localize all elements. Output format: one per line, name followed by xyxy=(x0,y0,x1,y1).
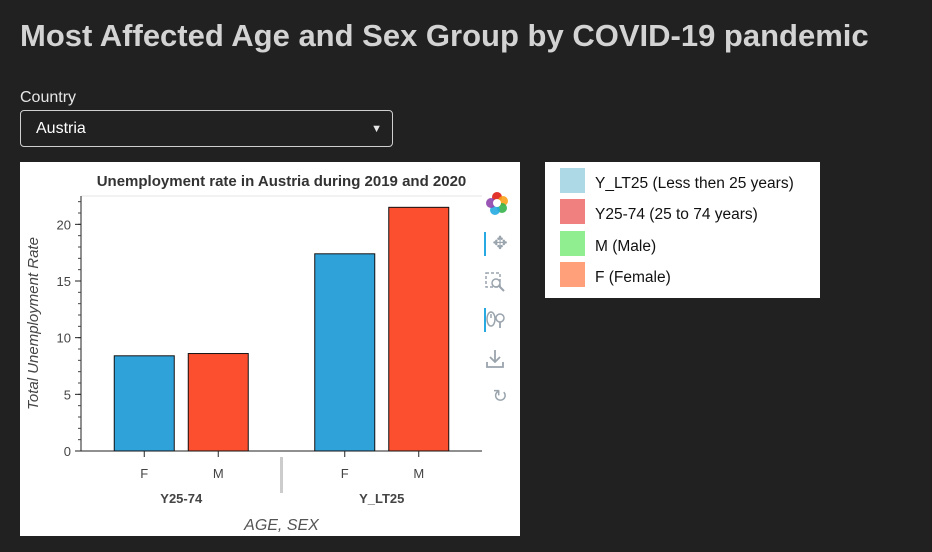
legend-label: Y25-74 (25 to 74 years) xyxy=(595,206,758,223)
y-axis-label: Total Unemployment Rate xyxy=(25,237,42,410)
legend-swatch xyxy=(560,262,585,287)
x-group-label: Y25-74 xyxy=(160,491,203,506)
legend-label: M (Male) xyxy=(595,238,657,255)
legend-swatch xyxy=(560,231,585,256)
bar xyxy=(314,253,376,452)
x-group-label: Y_LT25 xyxy=(359,491,404,506)
bar-chart: Unemployment rate in Austria during 2019… xyxy=(25,173,482,534)
bokeh-logo-icon[interactable] xyxy=(484,190,516,218)
legend: Y_LT25 (Less then 25 years) Y25-74 (25 t… xyxy=(545,162,820,298)
legend-label: F (Female) xyxy=(595,269,671,286)
legend-label: Y_LT25 (Less then 25 years) xyxy=(595,175,794,192)
box-zoom-icon[interactable] xyxy=(484,268,516,296)
chart-panel[interactable]: Unemployment rate in Austria during 2019… xyxy=(20,162,520,536)
reset-icon[interactable]: ↻ xyxy=(492,386,508,407)
country-select-value: Austria xyxy=(36,120,86,137)
country-select[interactable]: Austria ▼ xyxy=(20,110,393,147)
chart-toolbar: ✥ ↻ xyxy=(482,190,518,410)
y-tick-label: 10 xyxy=(57,331,71,346)
pan-icon[interactable]: ✥ xyxy=(484,230,516,258)
x-tick-label: F xyxy=(341,466,349,481)
bar xyxy=(113,355,175,452)
bar xyxy=(187,353,249,452)
pan-active-indicator xyxy=(484,232,486,256)
legend-swatch xyxy=(560,199,585,224)
country-label: Country xyxy=(20,89,77,106)
x-tick-label: M xyxy=(413,466,424,481)
wheel-zoom-icon[interactable] xyxy=(484,306,516,334)
x-tick-label: F xyxy=(140,466,148,481)
bar xyxy=(388,206,450,452)
chart-title: Unemployment rate in Austria during 2019… xyxy=(97,173,467,190)
y-tick-label: 5 xyxy=(64,387,71,402)
y-tick-label: 20 xyxy=(57,217,71,232)
chevron-down-icon: ▼ xyxy=(371,123,382,135)
page-title: Most Affected Age and Sex Group by COVID… xyxy=(20,18,869,53)
y-tick-label: 15 xyxy=(57,274,71,289)
wheel-zoom-active-indicator xyxy=(484,308,486,332)
x-axis-label: AGE, SEX xyxy=(243,517,320,534)
save-icon[interactable] xyxy=(484,345,516,373)
x-tick-label: M xyxy=(213,466,224,481)
legend-swatch xyxy=(560,168,585,193)
y-tick-label: 0 xyxy=(64,444,71,459)
